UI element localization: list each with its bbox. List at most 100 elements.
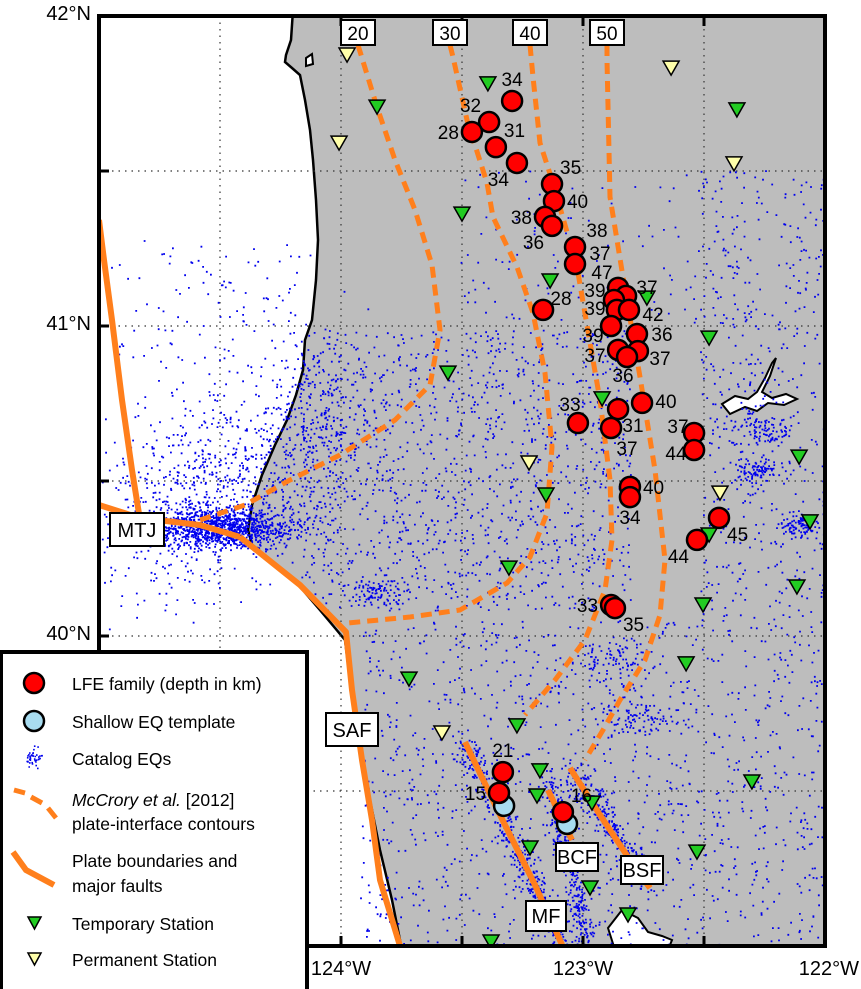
- contour-label-50: 50: [589, 19, 625, 46]
- fault-legend-icon: [10, 850, 56, 888]
- temporary-station-icon: [687, 844, 707, 861]
- temporary-station-icon: [637, 290, 657, 307]
- lfe-family-marker: [630, 391, 654, 415]
- permanent-station-icon: [661, 60, 681, 77]
- temporary-station-icon: [580, 880, 600, 897]
- temporary-station-icon: [800, 514, 820, 531]
- temporary-station-icon: [787, 579, 807, 596]
- svg-text:BCF: BCF: [557, 847, 597, 869]
- lfe-depth-label: 37: [636, 278, 657, 299]
- legend-box: [0, 650, 309, 989]
- lfe-depth-label: 15: [465, 784, 486, 805]
- label-mf: MF: [525, 900, 567, 932]
- contour-50km: [582, 45, 668, 762]
- lfe-depth-label: 39: [584, 281, 605, 302]
- legend-temporary: Temporary Station: [72, 914, 214, 934]
- lfe-depth-label: 42: [642, 305, 663, 326]
- lfe-family-marker: [617, 298, 641, 322]
- legend-contours-line2: plate-interface contours: [72, 814, 255, 834]
- legend-catalog: Catalog EQs: [72, 749, 171, 769]
- contour-legend-icon: [13, 787, 58, 820]
- lfe-depth-label: 39: [582, 326, 603, 347]
- shallow-legend-icon: [22, 709, 46, 733]
- temporary-station-icon: [676, 656, 696, 673]
- legend: LFE family (depth in km) Shallow EQ temp…: [0, 650, 309, 989]
- lfe-depth-label: 37: [649, 349, 670, 370]
- lfe-family-marker: [460, 120, 484, 144]
- lfe-family-marker: [566, 411, 590, 435]
- svg-text:MTJ: MTJ: [118, 520, 157, 542]
- lfe-family-marker: [682, 438, 706, 462]
- legend-shallow: Shallow EQ template: [72, 712, 235, 732]
- lfe-family-marker: [551, 800, 575, 824]
- lfe-family-marker: [505, 151, 529, 175]
- contour-20km: [199, 44, 443, 523]
- temporary-station-icon: [592, 391, 612, 408]
- temporary-station-icon: [367, 99, 387, 116]
- permanent-station-icon: [724, 156, 744, 173]
- temporary-station-icon: [789, 449, 809, 466]
- lfe-family-marker: [606, 397, 630, 421]
- temporary-station-icon: [452, 206, 472, 223]
- legend-lfe: LFE family (depth in km): [72, 674, 262, 694]
- lfe-family-marker: [531, 298, 555, 322]
- lfe-family-marker: [599, 416, 623, 440]
- lon-label-124: 124°W: [311, 958, 371, 980]
- lfe-family-marker: [500, 89, 524, 113]
- lon-label-123: 123°W: [553, 958, 613, 980]
- svg-text:50: 50: [596, 24, 617, 45]
- legend-plate: Plate boundaries and: [72, 851, 237, 871]
- lfe-depth-label: 39: [584, 299, 605, 320]
- lfe-depth-label: 37: [667, 417, 688, 438]
- temporary-station-icon: [530, 763, 550, 780]
- legend-permanent: Permanent Station: [72, 950, 217, 970]
- svg-text:BSF: BSF: [623, 860, 662, 882]
- lfe-depth-label: 38: [586, 221, 607, 242]
- label-mtj: MTJ: [109, 512, 165, 547]
- contour-label-40: 40: [512, 19, 548, 46]
- temporary-station-icon: [520, 840, 540, 857]
- svg-text:40: 40: [519, 24, 540, 45]
- lfe-depth-label: 28: [438, 123, 459, 144]
- lfe-depth-label: 33: [559, 395, 580, 416]
- lfe-family-marker: [615, 345, 639, 369]
- lfe-depth-label: 40: [655, 392, 676, 413]
- permanent-station-icon: [432, 725, 452, 742]
- lfe-depth-label: 28: [550, 289, 571, 310]
- permanent-station-icon: [329, 135, 349, 152]
- lon-label-122: 122°W: [799, 958, 859, 980]
- lfe-depth-label: 37: [616, 439, 637, 460]
- temporary-station-icon: [540, 273, 560, 290]
- lfe-family-marker: [685, 528, 709, 552]
- temporary-station-icon: [507, 718, 527, 735]
- permanent-station-icon: [519, 455, 539, 472]
- lfe-family-marker: [563, 252, 587, 276]
- temporary-station-icon: [618, 907, 638, 924]
- lfe-family-marker: [540, 214, 564, 238]
- svg-text:SAF: SAF: [333, 720, 372, 742]
- lfe-depth-label: 35: [623, 615, 644, 636]
- lfe-depth-label: 40: [643, 478, 664, 499]
- temporary-station-icon: [527, 788, 547, 805]
- lfe-family-marker: [603, 596, 627, 620]
- lfe-depth-label: 31: [504, 121, 525, 142]
- gorda-ridge: [99, 219, 143, 521]
- mendocino-fracture-zone: [99, 502, 241, 540]
- catalog-eq-legend-dots: [26, 745, 43, 770]
- lfe-family-marker: [491, 760, 515, 784]
- temporary-station-legend-icon: [26, 916, 43, 931]
- lat-label-41: 41°N: [46, 313, 91, 335]
- legend-contours: McCrory et al. [2012]: [72, 790, 234, 810]
- lfe-depth-label: 37: [589, 244, 610, 265]
- contour-label-30: 30: [432, 19, 468, 46]
- lfe-depth-label: 16: [571, 786, 592, 807]
- lfe-family-marker: [707, 506, 731, 530]
- lfe-depth-label: 47: [591, 263, 612, 284]
- label-bcf: BCF: [555, 842, 599, 872]
- lat-label-40: 40°N: [46, 623, 91, 645]
- island: [305, 52, 315, 68]
- lfe-depth-label: 36: [523, 233, 544, 254]
- lfe-depth-label: 34: [502, 70, 524, 91]
- catalog-eq-legend-icon: [26, 745, 43, 770]
- permanent-station-legend-icon: [26, 952, 43, 967]
